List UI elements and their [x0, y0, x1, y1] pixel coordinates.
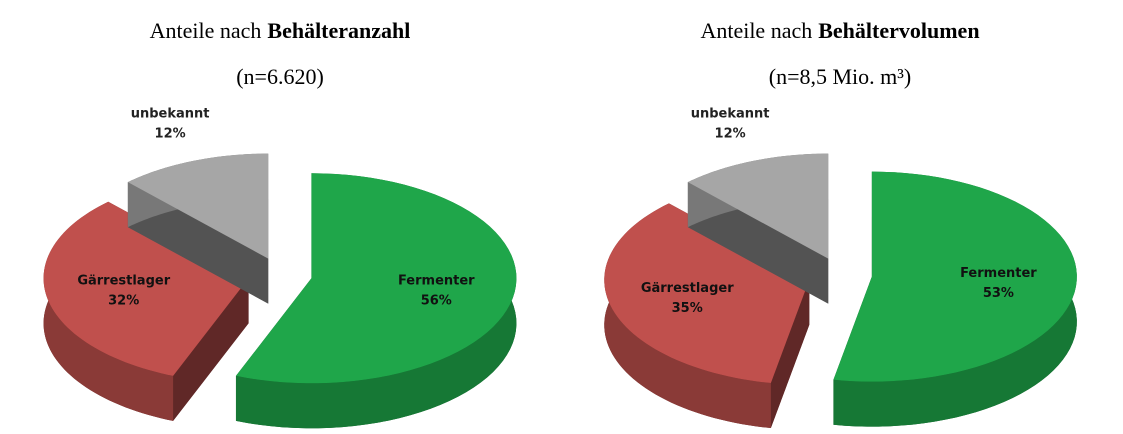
slice: [604, 203, 810, 429]
slice-label: Fermenter: [398, 273, 475, 288]
chart-title: Anteile nach Behältervolumen: [700, 18, 979, 43]
slice-value-label: 56%: [421, 293, 452, 308]
slice-label: Fermenter: [960, 266, 1037, 281]
slice-value-label: 12%: [155, 127, 186, 142]
slice-value-label: 12%: [715, 127, 746, 142]
slice: [833, 171, 1077, 427]
slice: [43, 201, 249, 421]
slice: [687, 153, 829, 259]
slice: [43, 201, 249, 376]
slice-value-label: 53%: [983, 286, 1014, 301]
slice: [604, 203, 810, 384]
slice: [833, 171, 1077, 382]
slice-label: unbekannt: [131, 107, 210, 122]
slice-label: Gärrestlager: [641, 281, 734, 296]
title-text: Anteile nach: [700, 18, 812, 43]
slice-label: unbekannt: [691, 107, 770, 122]
title-text: Anteile nach: [150, 18, 262, 43]
title-emphasis: Behälteranzahl: [267, 18, 410, 43]
slice-value-label: 32%: [108, 293, 139, 308]
slice-wall: [173, 278, 249, 421]
slice: [127, 153, 269, 259]
slice: [687, 153, 829, 304]
chart-subtitle: (n=6.620): [236, 64, 324, 89]
slice: [235, 173, 517, 384]
slice: [127, 153, 269, 304]
chart-title: Anteile nach Behälteranzahl: [150, 18, 411, 43]
chart-subtitle: (n=8,5 Mio. m³): [769, 64, 911, 89]
slice-value-label: 35%: [672, 301, 703, 316]
title-emphasis: Behältervolumen: [818, 18, 979, 43]
slice-label: Gärrestlager: [77, 273, 170, 288]
slice: [235, 173, 517, 429]
